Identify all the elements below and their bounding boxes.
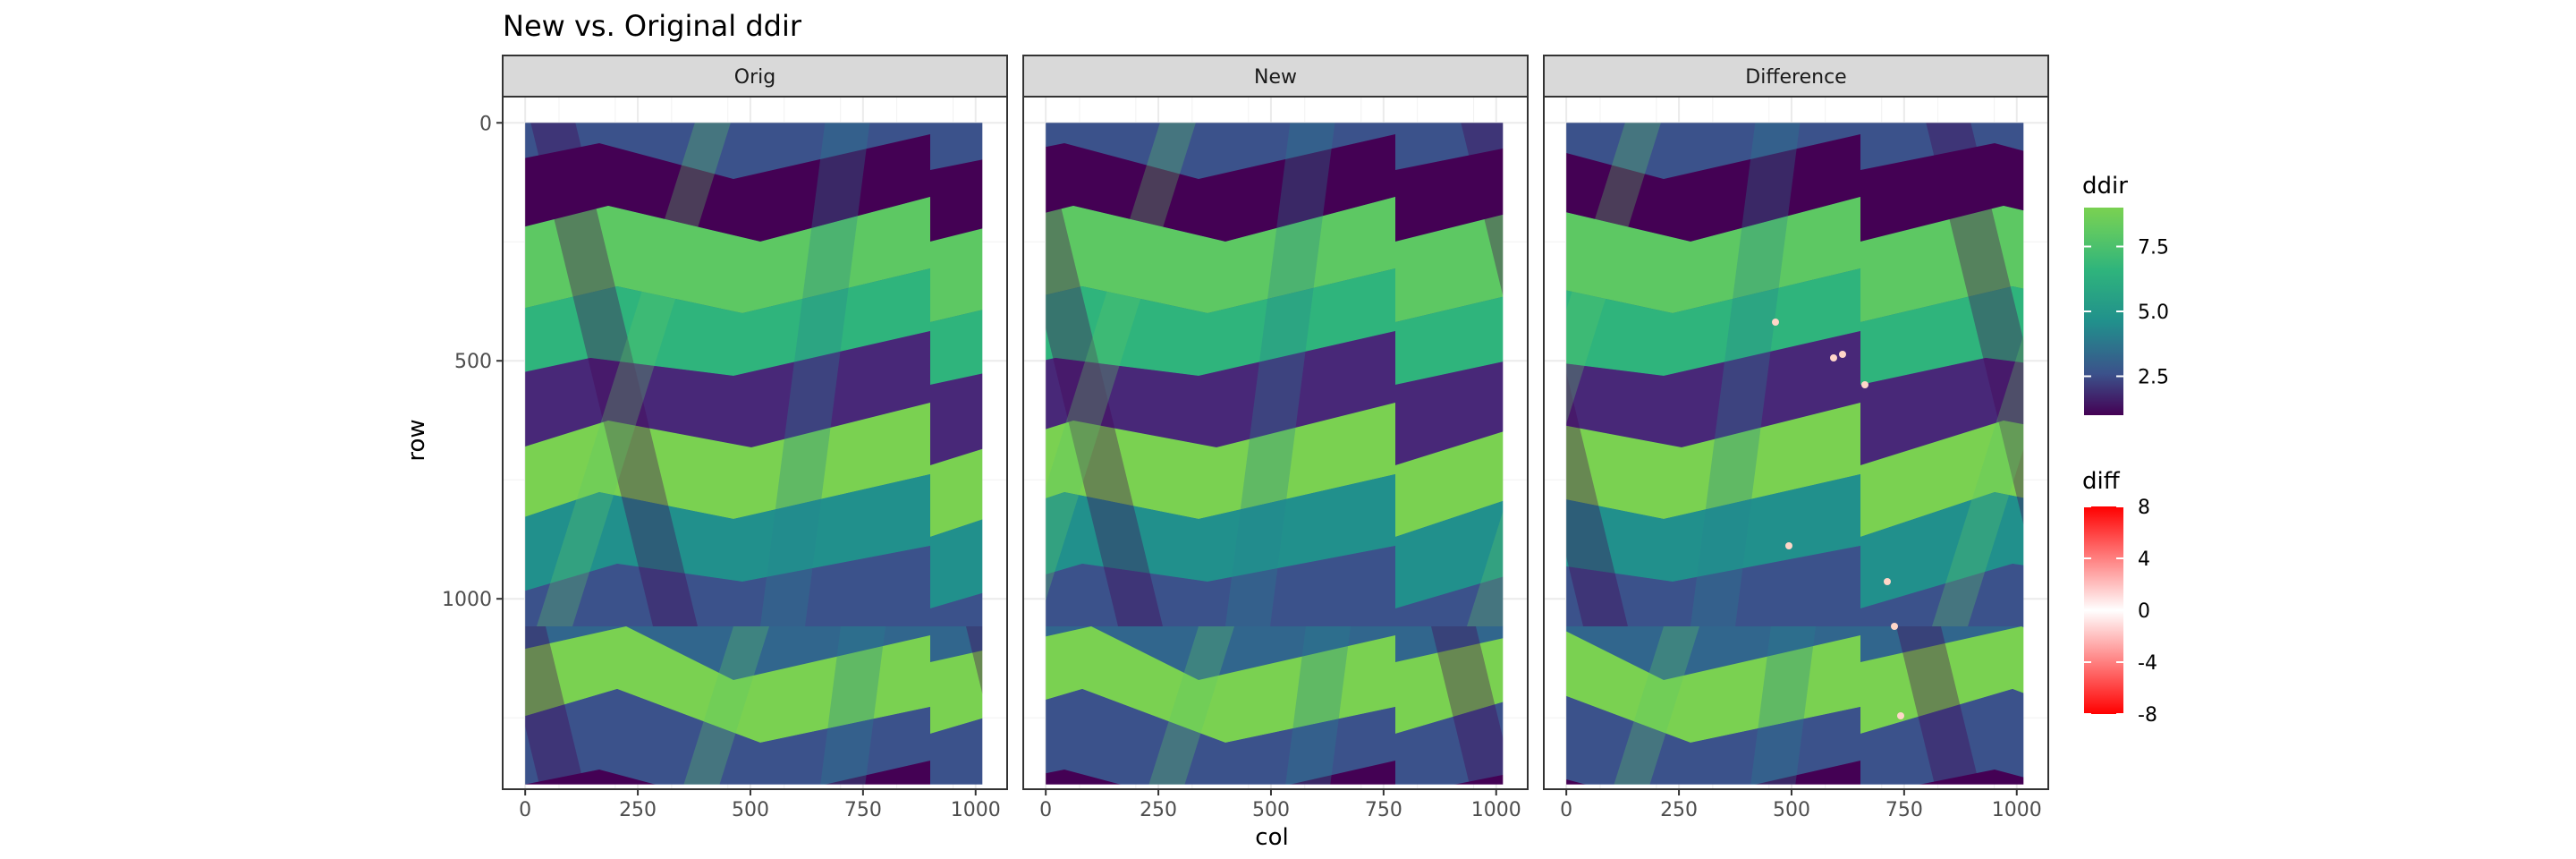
- y-tick-label: 0: [479, 113, 492, 135]
- facet-strip-label-orig: Orig: [734, 66, 775, 89]
- x-tick-label: 500: [1773, 799, 1810, 821]
- difference-point: [1891, 623, 1898, 630]
- x-tick-label: 500: [1252, 799, 1290, 821]
- x-tick-label: 500: [732, 799, 769, 821]
- legend-break-label: 7.5: [2138, 237, 2169, 259]
- x-tick-label: 1000: [1471, 799, 1521, 821]
- x-tick-label: 250: [619, 799, 657, 821]
- diff-legend-breaks: -8 -4 0 4 8: [2084, 497, 2157, 727]
- facet-panels: Orig 0 250 500 750 1000 0 500 1000 New 0 250 500 750 1…: [442, 55, 2049, 821]
- diff-legend: diff -8 -4 0 4 8: [2082, 468, 2157, 727]
- x-tick-label: 1000: [951, 799, 1001, 821]
- legend-break-label: 2.5: [2138, 367, 2169, 389]
- panel-border: [502, 96, 1008, 790]
- facet-strip-orig: [502, 55, 1008, 98]
- facet-strip-label-new: New: [1254, 66, 1297, 89]
- facet-strip-new: [1022, 55, 1529, 98]
- legend-break-label: 5.0: [2138, 302, 2169, 324]
- x-tick-label: 0: [1039, 799, 1052, 821]
- ddir-legend: ddir 2.5 5.0 7.5: [2082, 173, 2169, 415]
- ddir-legend-title: ddir: [2082, 173, 2128, 200]
- chart-title: New vs. Original ddir: [503, 9, 802, 43]
- panel-border: [1543, 96, 2049, 790]
- x-tick-label: 250: [1660, 799, 1698, 821]
- difference-point: [1785, 542, 1792, 549]
- difference-point: [1772, 319, 1779, 326]
- x-tick-label: 1000: [1992, 799, 2042, 821]
- y-tick-label: 500: [454, 351, 492, 373]
- panel-border: [1022, 96, 1529, 790]
- facet-panel-orig: Orig 0 250 500 750 1000 0 500 1000: [442, 55, 1008, 821]
- x-tick-label: 750: [1365, 799, 1402, 821]
- difference-point: [1861, 381, 1868, 388]
- y-tick-label: 1000: [442, 589, 492, 611]
- x-axis-label: col: [1255, 824, 1288, 851]
- legend-break-label: -4: [2138, 652, 2157, 675]
- difference-point: [1884, 578, 1891, 585]
- x-tick-label: 0: [1560, 799, 1572, 821]
- raster-orig: [525, 123, 983, 785]
- facet-strip-label-difference: Difference: [1745, 66, 1846, 89]
- facet-panel-difference: Difference 0 250 500 750 1000: [1543, 55, 2049, 821]
- x-tick-label: 0: [519, 799, 531, 821]
- legend-break-label: 8: [2138, 497, 2150, 519]
- diff-legend-title: diff: [2082, 468, 2121, 495]
- y-axis-label: row: [403, 419, 430, 461]
- x-tick-label: 750: [1885, 799, 1923, 821]
- legend-break-label: 4: [2138, 549, 2150, 571]
- x-tick-label: 750: [844, 799, 882, 821]
- ddir-legend-breaks: 2.5 5.0 7.5: [2084, 237, 2169, 389]
- x-tick-label: 250: [1140, 799, 1177, 821]
- difference-point: [1839, 351, 1846, 358]
- difference-point: [1897, 712, 1904, 719]
- raster-new: [1046, 123, 1504, 785]
- legend-break-label: 0: [2138, 600, 2150, 623]
- difference-point: [1830, 354, 1837, 361]
- legend-break-label: -8: [2138, 704, 2157, 727]
- raster-difference: [1566, 123, 2024, 785]
- facet-panel-new: New 0 250 500 750 1000: [1022, 55, 1529, 821]
